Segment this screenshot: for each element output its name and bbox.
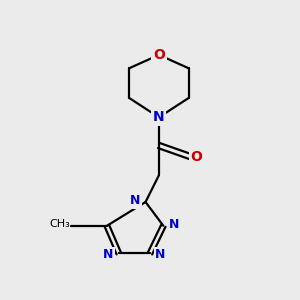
Text: N: N: [153, 110, 165, 124]
Text: O: O: [191, 149, 203, 164]
Text: N: N: [103, 248, 113, 261]
Text: N: N: [155, 248, 166, 261]
Text: CH₃: CH₃: [49, 219, 70, 229]
Text: N: N: [130, 194, 140, 207]
Text: N: N: [169, 218, 179, 231]
Text: O: O: [153, 48, 165, 62]
